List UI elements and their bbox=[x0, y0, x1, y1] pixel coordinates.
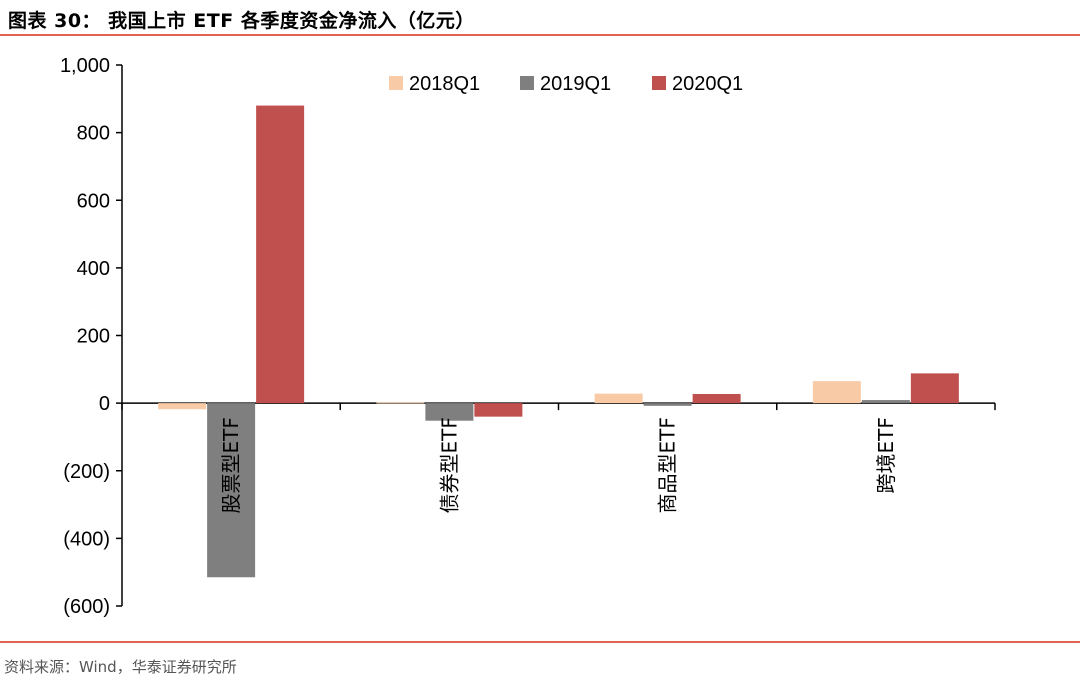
bars bbox=[158, 105, 959, 578]
bar-2019Q1-0 bbox=[207, 403, 256, 578]
y-tick-label: 1,000 bbox=[60, 55, 110, 77]
y-tick-label: 800 bbox=[77, 123, 110, 145]
y-tick-label: 400 bbox=[77, 258, 110, 280]
y-tick-label: (200) bbox=[63, 461, 110, 483]
bar-2018Q1-0 bbox=[158, 403, 207, 410]
bottom-rule bbox=[0, 641, 1080, 643]
category-label: 股票型ETF bbox=[219, 417, 243, 513]
legend-label: 2019Q1 bbox=[540, 73, 611, 95]
bar-chart: 1,000 800 600 400 200 0 (200) (400) (600) 股票型ETF… bbox=[60, 55, 996, 618]
bar-2018Q1-1 bbox=[376, 402, 425, 404]
bar-2020Q1-3 bbox=[910, 373, 959, 404]
y-tick-label: (400) bbox=[63, 528, 110, 550]
legend-swatch bbox=[389, 76, 403, 90]
legend-label: 2018Q1 bbox=[409, 73, 480, 95]
legend-label: 2020Q1 bbox=[672, 73, 743, 95]
category-label: 跨境ETF bbox=[874, 417, 898, 493]
y-tick-label: (600) bbox=[63, 596, 110, 618]
top-rule bbox=[0, 34, 1080, 36]
bar-2019Q1-1 bbox=[425, 403, 474, 421]
bar-2020Q1-2 bbox=[692, 393, 741, 404]
y-tick-label: 200 bbox=[77, 326, 110, 348]
bar-2019Q1-3 bbox=[861, 400, 910, 404]
bar-2020Q1-1 bbox=[474, 403, 523, 417]
legend: 2018Q1 2019Q1 2020Q1 bbox=[389, 73, 743, 95]
bar-2019Q1-2 bbox=[643, 403, 692, 406]
category-label: 商品型ETF bbox=[656, 417, 680, 513]
category-label: 债券型ETF bbox=[437, 417, 461, 513]
y-tick-label: 600 bbox=[77, 190, 110, 212]
y-axis: 1,000 800 600 400 200 0 (200) (400) (600) bbox=[60, 55, 123, 618]
source-note: 资料来源：Wind，华泰证券研究所 bbox=[4, 658, 237, 676]
figure-title: 图表 30： 我国上市 ETF 各季度资金净流入（亿元） bbox=[8, 10, 475, 32]
bar-2018Q1-3 bbox=[812, 381, 861, 404]
legend-swatch bbox=[652, 76, 666, 90]
bar-2020Q1-0 bbox=[256, 105, 305, 404]
y-tick-label: 0 bbox=[99, 393, 110, 415]
legend-swatch bbox=[520, 76, 534, 90]
bar-2018Q1-2 bbox=[594, 393, 643, 404]
category-labels: 股票型ETF 债券型ETF 商品型ETF 跨境ETF bbox=[219, 417, 898, 513]
